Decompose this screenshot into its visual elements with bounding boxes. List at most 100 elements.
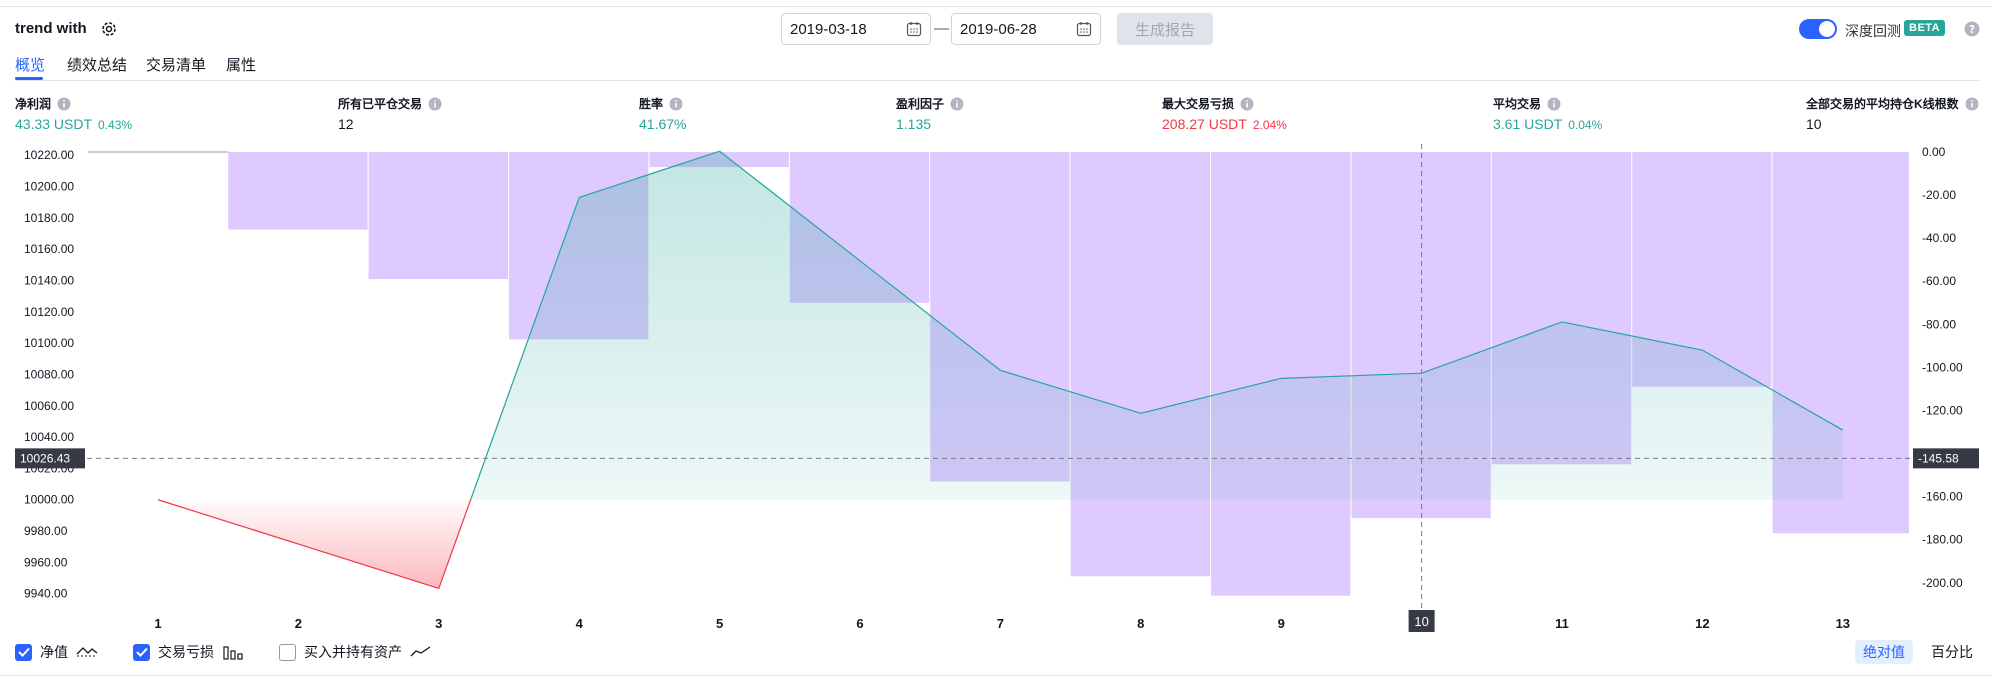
x-tick-label: 7 bbox=[997, 616, 1004, 631]
calendar-icon bbox=[1076, 22, 1092, 37]
equity-checkbox[interactable] bbox=[15, 643, 32, 661]
bottom-divider bbox=[0, 675, 1992, 676]
drawdown-bar bbox=[1070, 152, 1210, 577]
legend-buy-hold[interactable]: 买入并持有资产 bbox=[279, 642, 432, 662]
info-icon[interactable] bbox=[669, 97, 683, 111]
tab-trade-list[interactable]: 交易清单 bbox=[146, 57, 207, 74]
legend-equity[interactable]: 净值 bbox=[15, 642, 98, 662]
stat-profit-factor: 盈利因子 1.135 bbox=[896, 95, 964, 132]
svg-text:?: ? bbox=[1969, 23, 1975, 36]
stat-label: 胜率 bbox=[639, 97, 664, 111]
crosshair-left-label-bg bbox=[15, 448, 85, 469]
crosshair-x-label-bg bbox=[1408, 610, 1435, 632]
crosshair-right-label: -145.58 bbox=[1918, 451, 1959, 465]
y-right-tick-label: -160.00 bbox=[1922, 490, 1963, 504]
y-left-tick-label: 10200.00 bbox=[24, 179, 74, 193]
info-icon[interactable] bbox=[1965, 97, 1979, 111]
y-left-tick-label: 10080.00 bbox=[24, 367, 74, 381]
buy-hold-checkbox[interactable] bbox=[279, 643, 296, 661]
stat-avg-bars-in-trade: 全部交易的平均持仓K线根数 10 bbox=[1806, 95, 1979, 132]
equity-positive-area bbox=[470, 151, 1843, 500]
x-tick-label: 11 bbox=[1555, 616, 1569, 631]
active-tab-indicator bbox=[15, 77, 43, 80]
info-icon[interactable] bbox=[1240, 97, 1254, 111]
stat-value: 208.27 USDT bbox=[1162, 116, 1247, 132]
x-tick-label: 8 bbox=[1137, 616, 1144, 631]
tab-overview[interactable]: 概览 bbox=[15, 57, 46, 74]
stat-value: 43.33 USDT bbox=[15, 116, 93, 132]
x-tick-label: 13 bbox=[1836, 616, 1850, 631]
deep-backtest-label: 深度回测 bbox=[1845, 23, 1901, 39]
equity-line-segment bbox=[438, 499, 472, 589]
equity-line-segment bbox=[1000, 369, 1141, 414]
crosshair-right-label-bg bbox=[1913, 448, 1979, 469]
drawdown-checkbox[interactable] bbox=[133, 643, 150, 661]
drawdown-bar bbox=[368, 152, 508, 280]
y-left-tick-label: 9940.00 bbox=[24, 587, 68, 601]
equity-line-segment bbox=[579, 150, 720, 198]
y-right-tick-label: -80.00 bbox=[1922, 317, 1956, 331]
y-right-tick-label: -200.00 bbox=[1922, 576, 1963, 590]
y-left-tick-label: 9960.00 bbox=[24, 555, 68, 569]
stat-label: 盈利因子 bbox=[896, 97, 945, 111]
bar-chart-icon bbox=[223, 646, 243, 660]
legend-equity-label: 净值 bbox=[40, 644, 68, 660]
equity-negative-area bbox=[158, 499, 471, 589]
y-right-tick-label: -100.00 bbox=[1922, 360, 1963, 374]
equity-line-segment bbox=[719, 150, 861, 262]
equity-line-segment bbox=[1421, 321, 1563, 374]
equity-drawdown-chart[interactable]: 10220.0010200.0010180.0010160.0010140.00… bbox=[0, 140, 1992, 640]
legend-drawdown-label: 交易亏损 bbox=[158, 644, 214, 660]
y-left-tick-label: 10220.00 bbox=[24, 148, 74, 162]
crosshair-left-label: 10026.43 bbox=[20, 451, 70, 465]
info-icon[interactable] bbox=[1547, 97, 1561, 111]
deep-backtest-toggle[interactable] bbox=[1799, 19, 1837, 39]
absolute-mode-button[interactable]: 绝对值 bbox=[1855, 640, 1913, 664]
tab-bar: 概览 绩效总结 交易清单 属性 bbox=[0, 54, 1980, 80]
generate-report-button[interactable]: 生成报告 bbox=[1117, 13, 1213, 45]
calendar-icon bbox=[906, 22, 922, 37]
tabs-divider bbox=[15, 80, 1980, 81]
stat-label: 平均交易 bbox=[1493, 97, 1542, 111]
info-icon[interactable] bbox=[950, 97, 964, 111]
stat-closed-trades: 所有已平仓交易 12 bbox=[338, 95, 442, 132]
stat-net-profit: 净利润 43.33 USDT 0.43% bbox=[15, 95, 132, 132]
y-right-tick-label: -120.00 bbox=[1922, 403, 1963, 417]
help-icon[interactable]: ? bbox=[1964, 21, 1980, 37]
stat-percent: 0.04% bbox=[1568, 118, 1603, 132]
end-date-input[interactable]: 2019-06-28 bbox=[951, 13, 1101, 45]
legend-buy-hold-label: 买入并持有资产 bbox=[304, 644, 402, 660]
y-left-tick-label: 10060.00 bbox=[24, 399, 74, 413]
start-date-input[interactable]: 2019-03-18 bbox=[781, 13, 931, 45]
y-left-tick-label: 10120.00 bbox=[24, 305, 74, 319]
legend-drawdown[interactable]: 交易亏损 bbox=[133, 642, 244, 662]
tab-performance-summary[interactable]: 绩效总结 bbox=[67, 57, 128, 74]
end-date-value: 2019-06-28 bbox=[960, 20, 1037, 38]
equity-line-segment bbox=[1702, 349, 1844, 431]
stat-value: 12 bbox=[338, 116, 354, 132]
percent-mode-button[interactable]: 百分比 bbox=[1931, 644, 1973, 660]
y-right-tick-label: -40.00 bbox=[1922, 231, 1956, 245]
y-left-tick-label: 10160.00 bbox=[24, 242, 74, 256]
line-chart-icon bbox=[410, 646, 431, 657]
equity-line-segment bbox=[1140, 377, 1282, 414]
line-area-icon bbox=[76, 647, 98, 657]
y-right-tick-label: -180.00 bbox=[1922, 533, 1963, 547]
drawdown-bar bbox=[228, 152, 368, 230]
equity-line-segment bbox=[1561, 321, 1703, 351]
x-tick-label: 6 bbox=[856, 616, 863, 631]
y-left-tick-label: 10140.00 bbox=[24, 273, 74, 287]
y-right-tick-label: -20.00 bbox=[1922, 188, 1956, 202]
crosshair-x-label: 10 bbox=[1414, 614, 1428, 629]
equity-line-segment bbox=[470, 197, 580, 500]
stat-win-rate: 胜率 41.67% bbox=[639, 95, 686, 132]
beta-badge: BETA bbox=[1904, 20, 1946, 36]
stat-label: 净利润 bbox=[15, 97, 52, 111]
stat-average-trade: 平均交易 3.61 USDT 0.04% bbox=[1493, 95, 1602, 132]
info-icon[interactable] bbox=[428, 97, 442, 111]
stat-value: 1.135 bbox=[896, 116, 932, 132]
tab-properties[interactable]: 属性 bbox=[226, 57, 257, 74]
gear-icon[interactable] bbox=[100, 20, 118, 38]
stat-value: 41.67% bbox=[639, 116, 687, 132]
info-icon[interactable] bbox=[57, 97, 71, 111]
